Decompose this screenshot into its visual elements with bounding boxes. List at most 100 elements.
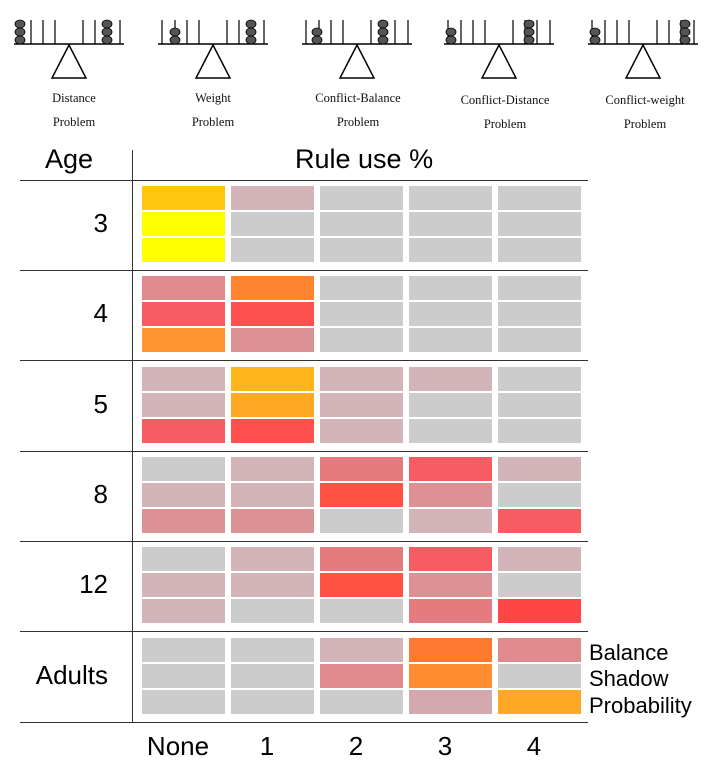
- heatmap-cell: [320, 276, 403, 300]
- heatmap-cell: [409, 328, 492, 352]
- heatmap-cell: [498, 483, 581, 507]
- problem-caption: Conflict-weight Problem: [580, 88, 710, 136]
- heatmap-cell: [409, 302, 492, 326]
- heatmap-cell: [231, 302, 314, 326]
- table-divider: [20, 451, 588, 452]
- table-divider: [20, 180, 588, 181]
- heatmap-cell: [231, 638, 314, 662]
- heatmap-cell: [409, 547, 492, 571]
- heatmap-cell: [231, 599, 314, 623]
- heatmap-cell: [320, 186, 403, 210]
- heatmap-cell: [409, 599, 492, 623]
- heatmap-cell: [320, 367, 403, 391]
- heatmap-cell: [409, 186, 492, 210]
- heatmap-cell: [409, 638, 492, 662]
- problem-word: Problem: [191, 115, 235, 129]
- problem-word: Problem: [336, 115, 380, 129]
- heatmap-cell: [498, 457, 581, 481]
- heatmap-cell: [231, 238, 314, 262]
- heatmap-cell: [409, 457, 492, 481]
- age-label: 8: [93, 479, 108, 509]
- heatmap-cell: [320, 483, 403, 507]
- column-label: 1: [259, 731, 275, 761]
- heatmap-cell: [231, 573, 314, 597]
- heatmap-cell: [231, 212, 314, 236]
- heatmap-cell: [320, 212, 403, 236]
- age-header: Age: [45, 144, 94, 174]
- heatmap-cell: [320, 509, 403, 533]
- heatmap-cell: [231, 328, 314, 352]
- legend-label-balance: Balance: [589, 640, 669, 665]
- column-label: 3: [437, 731, 453, 761]
- heatmap-cell: [142, 186, 225, 210]
- table-divider: [20, 541, 588, 542]
- heatmap-cell: [142, 664, 225, 688]
- heatmap-cell: [409, 509, 492, 533]
- heatmap-cell: [142, 419, 225, 443]
- balance-scale-icon: [14, 19, 124, 79]
- heatmap-cell: [142, 212, 225, 236]
- heatmap-cell: [142, 509, 225, 533]
- problem-name: Weight: [195, 91, 231, 105]
- heatmap-cell: [320, 690, 403, 714]
- heatmap-cell: [409, 664, 492, 688]
- heatmap-cell: [498, 186, 581, 210]
- problem-word: Problem: [52, 115, 96, 129]
- age-label: 5: [93, 389, 108, 419]
- heatmap-cell: [498, 638, 581, 662]
- balance-scale-icon: [302, 19, 412, 79]
- heatmap-cell: [142, 367, 225, 391]
- heatmap-cell: [320, 238, 403, 262]
- heatmap-cell: [231, 276, 314, 300]
- age-label: Adults: [35, 660, 108, 690]
- heatmap-cell: [409, 367, 492, 391]
- heatmap-cell: [498, 393, 581, 417]
- heatmap-cell: [498, 690, 581, 714]
- legend-label-probability: Probability: [589, 693, 692, 718]
- heatmap-cell: [231, 547, 314, 571]
- heatmap-cell: [231, 690, 314, 714]
- heatmap-cell: [320, 302, 403, 326]
- column-label: None: [146, 731, 210, 761]
- heatmap-cell: [142, 690, 225, 714]
- problem-name: Conflict-Distance: [460, 93, 550, 107]
- problem-name: Conflict-weight: [605, 93, 685, 107]
- heatmap-cell: [142, 483, 225, 507]
- heatmap-cell: [231, 367, 314, 391]
- heatmap-cell: [498, 367, 581, 391]
- table-divider: [20, 270, 588, 271]
- heatmap-cell: [320, 393, 403, 417]
- age-label: 12: [79, 569, 108, 599]
- heatmap-cell: [409, 212, 492, 236]
- heatmap-cell: [320, 457, 403, 481]
- balance-scale-icon: [588, 19, 698, 79]
- heatmap-cell: [498, 419, 581, 443]
- heatmap-cell: [320, 664, 403, 688]
- column-label: 4: [526, 731, 542, 761]
- heatmap-cell: [409, 393, 492, 417]
- table-divider: [20, 631, 588, 632]
- table-divider: [20, 360, 588, 361]
- rule-use-header: Rule use %: [295, 144, 434, 174]
- balance-scales: [14, 19, 698, 79]
- heatmap-cell: [142, 573, 225, 597]
- heatmap-cell: [320, 547, 403, 571]
- heatmap-cell: [498, 238, 581, 262]
- heatmap-cell: [142, 547, 225, 571]
- problem-caption: Conflict-Distance Problem: [435, 88, 575, 136]
- problem-caption: Weight Problem: [153, 86, 273, 134]
- heatmap-cell: [142, 276, 225, 300]
- problem-caption: Distance Problem: [14, 86, 134, 134]
- heatmap-cell: [142, 393, 225, 417]
- legend-label-shadow: Shadow: [589, 666, 669, 691]
- age-label: 3: [93, 208, 108, 238]
- heatmap-cell: [142, 328, 225, 352]
- heatmap-cell: [498, 547, 581, 571]
- heatmap-cell: [409, 238, 492, 262]
- heatmap-cell: [231, 419, 314, 443]
- heatmap-cell: [498, 212, 581, 236]
- balance-scale-icon: [158, 19, 268, 79]
- problem-name: Conflict-Balance: [315, 91, 401, 105]
- heatmap-cell: [142, 238, 225, 262]
- heatmap-cell: [142, 638, 225, 662]
